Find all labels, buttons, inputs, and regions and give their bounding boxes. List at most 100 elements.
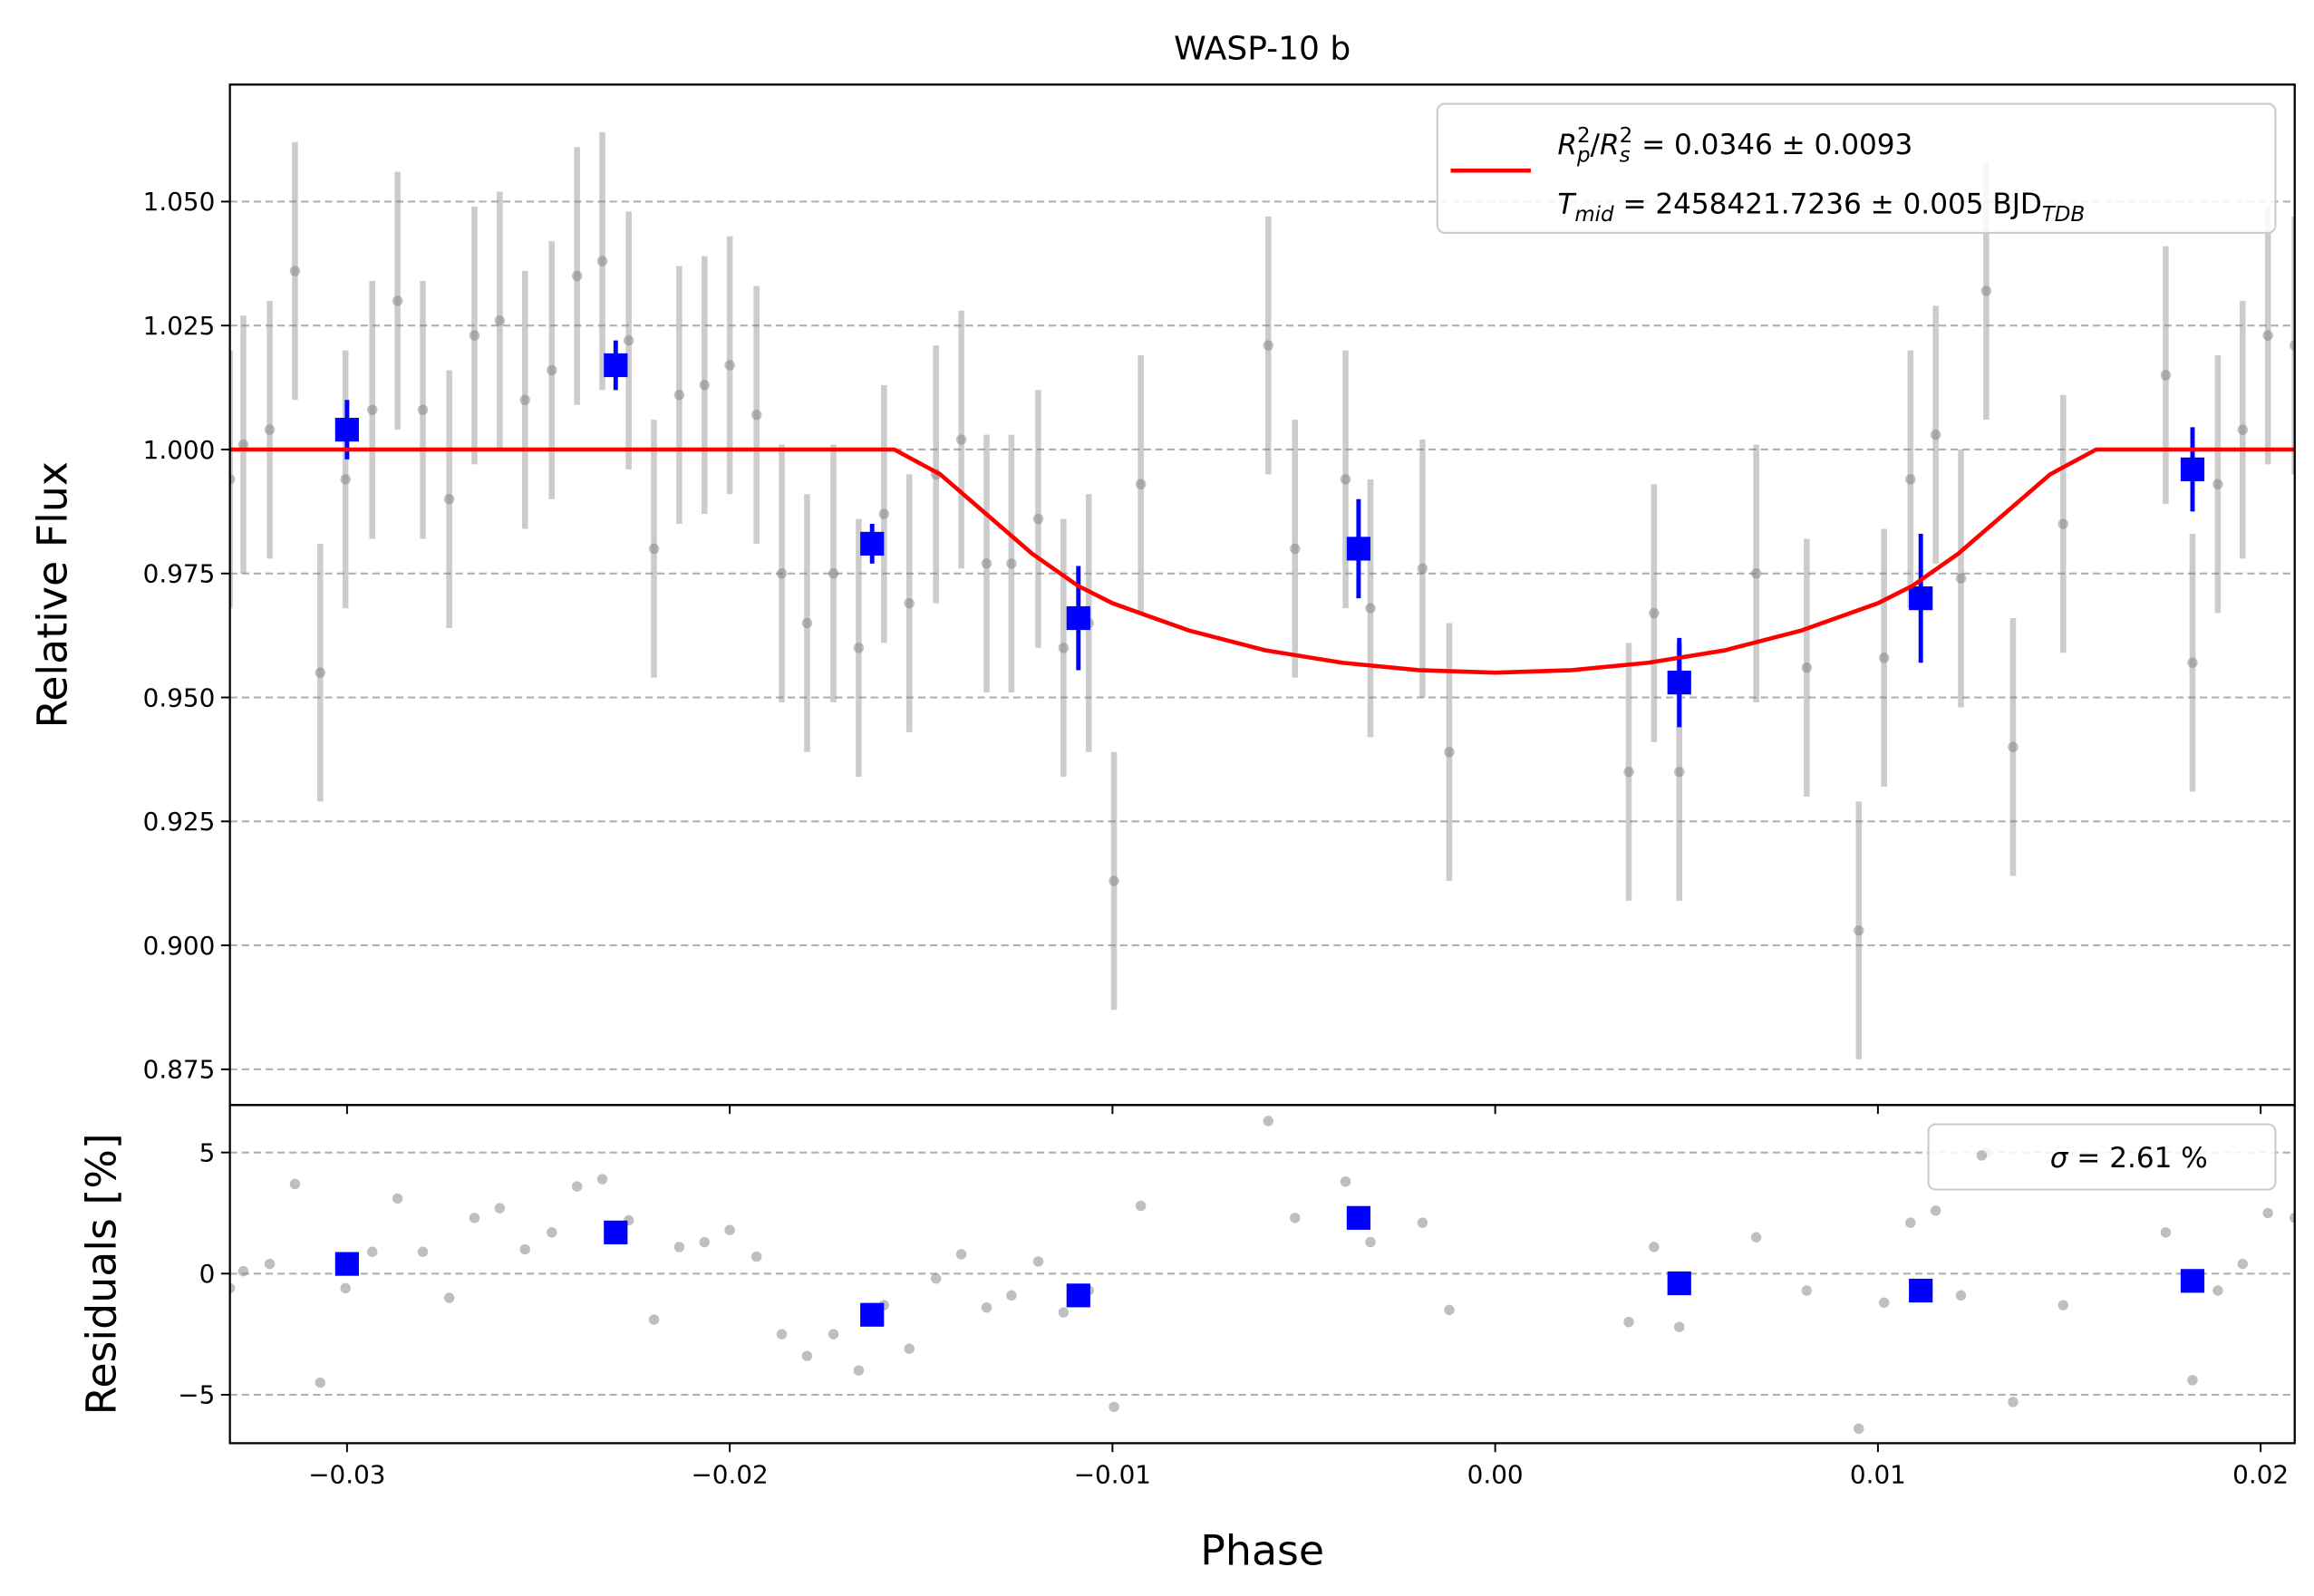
x-axis-label: Phase (1200, 1526, 1324, 1575)
y-tick-label: 0.950 (143, 682, 216, 712)
data-point (1623, 766, 1634, 778)
data-point (2187, 657, 2198, 668)
legend-label: Rp2/Rs2 = 0.0346 ± 0.0093 (1557, 124, 1912, 167)
data-point (673, 1242, 685, 1253)
binned-point (2180, 457, 2205, 481)
binned-point (2180, 1269, 2205, 1293)
data-point (315, 1377, 326, 1388)
legend-text: s (1620, 143, 1631, 167)
data-point (2160, 1227, 2172, 1238)
data-point (1290, 1213, 1301, 1224)
data-point (2237, 1258, 2249, 1270)
y-tick-label: 1.050 (143, 187, 216, 217)
legend-swatch (1976, 1150, 1988, 1161)
data-point (878, 508, 890, 519)
data-point (724, 360, 735, 371)
data-point (1801, 1285, 1813, 1296)
data-point (1135, 1200, 1147, 1212)
data-point (1109, 875, 1119, 886)
data-point (289, 1178, 301, 1190)
binned-point (334, 418, 359, 442)
chart-title: WASP-10 b (1174, 31, 1351, 68)
data-point (904, 1343, 915, 1354)
data-point (2187, 1375, 2198, 1386)
legend-text: 2 (1620, 124, 1633, 148)
legend-label: Tmid = 2458421.7236 ± 0.005 BJDTDB (1557, 189, 2085, 227)
data-point (853, 1365, 865, 1376)
data-point (1878, 1297, 1890, 1309)
data-point (237, 439, 249, 450)
data-point (2262, 1207, 2273, 1219)
binned-point (1667, 671, 1691, 695)
data-point (443, 493, 455, 505)
data-point (1417, 1217, 1428, 1228)
data-point (1955, 1290, 1967, 1301)
data-point (289, 266, 301, 276)
axes: 0.875 0.900 0.925 0.950 0.975 1.000 1.025 1.050… (143, 83, 2296, 1490)
data-point (1135, 479, 1147, 490)
binned-point (1909, 1278, 1933, 1303)
legend-label: σ = 2.61 % (2050, 1142, 2208, 1175)
x-tick-label: −0.03 (308, 1460, 385, 1490)
data-point (1444, 1304, 1455, 1316)
y-tick-label: 0.925 (143, 807, 216, 837)
data-point (2212, 1285, 2223, 1296)
y-axis-label: Relative Flux (28, 461, 77, 729)
data-point (724, 1224, 735, 1235)
data-point (1649, 607, 1660, 619)
data-point (1801, 662, 1813, 673)
binned-point (1066, 1283, 1090, 1308)
plot-area (229, 131, 2295, 1070)
legend-text: = 0.0346 ± 0.0093 (1632, 129, 1912, 161)
data-point (237, 1265, 249, 1277)
data-point (519, 394, 530, 406)
data-point (547, 364, 557, 376)
data-point (699, 380, 710, 391)
data-point (1340, 474, 1351, 485)
x-tick-label: 0.00 (1467, 1460, 1524, 1490)
legend-text: 2 (1577, 124, 1591, 148)
data-point (1032, 1256, 1044, 1267)
data-point (469, 330, 480, 341)
x-tick-label: −0.01 (1074, 1460, 1151, 1490)
data-point (1854, 924, 1864, 936)
data-point (1980, 285, 1992, 296)
data-point (2160, 370, 2172, 381)
data-point (1263, 1116, 1273, 1127)
data-point (1649, 1242, 1660, 1253)
data-point (2057, 1300, 2068, 1311)
data-point (776, 568, 788, 579)
data-point (367, 1246, 378, 1257)
data-point (776, 1329, 788, 1340)
data-point (1290, 543, 1301, 555)
y-tick-label: −5 (178, 1380, 215, 1410)
data-point (801, 617, 813, 629)
data-point (1930, 1205, 1941, 1216)
data-point (648, 543, 660, 555)
data-point (1058, 643, 1070, 653)
binned-point (1346, 1205, 1370, 1230)
x-tick-label: 0.01 (1850, 1460, 1906, 1490)
data-point (930, 1272, 942, 1284)
data-point (547, 1227, 557, 1238)
model-line (229, 447, 2295, 675)
data-point (264, 424, 276, 435)
data-point (1340, 1175, 1351, 1187)
binned-point (1066, 605, 1090, 631)
data-point (392, 295, 403, 306)
data-point (2057, 518, 2068, 529)
y-tick-label: 0.975 (143, 559, 216, 589)
data-point (264, 1258, 276, 1270)
data-point (955, 1249, 967, 1260)
y-tick-label: 1.000 (143, 435, 216, 465)
data-point (1006, 558, 1017, 569)
data-point (1878, 653, 1890, 663)
binned-point (334, 1252, 359, 1276)
data-point (1905, 1217, 1916, 1228)
data-point (1955, 573, 1967, 584)
data-point (2008, 1397, 2019, 1407)
data-point (229, 1282, 236, 1294)
y-tick-label: 0.900 (143, 931, 216, 961)
binned-point (604, 353, 628, 378)
